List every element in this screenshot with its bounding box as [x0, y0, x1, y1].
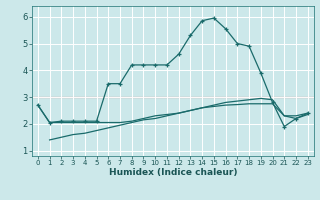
X-axis label: Humidex (Indice chaleur): Humidex (Indice chaleur) — [108, 168, 237, 177]
